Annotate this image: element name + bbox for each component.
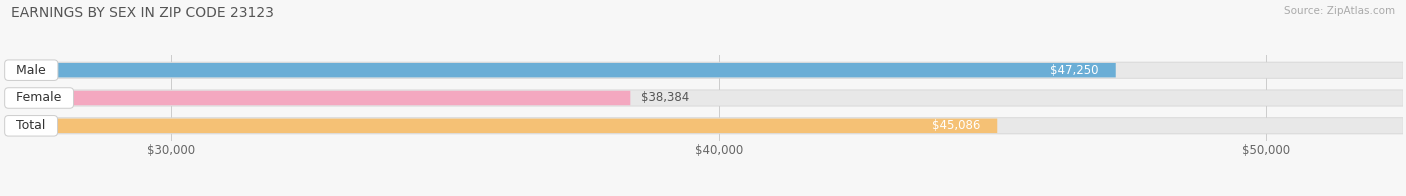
Text: $38,384: $38,384 xyxy=(641,92,690,104)
Text: Male: Male xyxy=(8,64,55,77)
FancyBboxPatch shape xyxy=(7,63,1116,77)
Text: EARNINGS BY SEX IN ZIP CODE 23123: EARNINGS BY SEX IN ZIP CODE 23123 xyxy=(11,6,274,20)
FancyBboxPatch shape xyxy=(7,119,997,133)
Text: Total: Total xyxy=(8,119,53,132)
FancyBboxPatch shape xyxy=(7,91,630,105)
FancyBboxPatch shape xyxy=(7,118,1403,134)
Text: $47,250: $47,250 xyxy=(1050,64,1099,77)
FancyBboxPatch shape xyxy=(7,62,1403,78)
Text: Female: Female xyxy=(8,92,70,104)
FancyBboxPatch shape xyxy=(7,90,1403,106)
Text: $45,086: $45,086 xyxy=(932,119,980,132)
Text: Source: ZipAtlas.com: Source: ZipAtlas.com xyxy=(1284,6,1395,16)
